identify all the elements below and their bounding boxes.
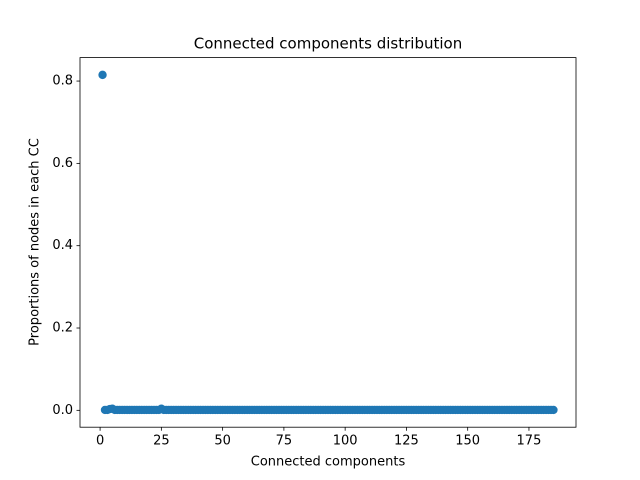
x-tick-label: 75	[276, 434, 293, 449]
y-tick-label: 0.8	[52, 74, 73, 89]
x-tick-label: 125	[394, 434, 419, 449]
x-tick-label: 50	[214, 434, 231, 449]
y-tick-label: 0.6	[52, 156, 73, 171]
x-tick-label: 0	[96, 434, 104, 449]
axes-frame	[79, 57, 577, 428]
chart-title: Connected components distribution	[194, 35, 462, 53]
point	[98, 70, 107, 80]
y-tick-label: 0.2	[52, 321, 73, 336]
x-tick-label: 150	[455, 434, 480, 449]
x-tick-label: 25	[153, 434, 170, 449]
y-tick-label: 0.0	[52, 403, 73, 418]
y-axis-label: Proportions of nodes in each CC	[28, 138, 43, 346]
plot-area	[98, 70, 558, 415]
y-tick-label: 0.4	[52, 238, 73, 253]
x-tick-label: 100	[333, 434, 358, 449]
x-axis-label: Connected components	[251, 455, 406, 470]
point	[549, 405, 558, 415]
x-tick-label: 175	[517, 434, 542, 449]
